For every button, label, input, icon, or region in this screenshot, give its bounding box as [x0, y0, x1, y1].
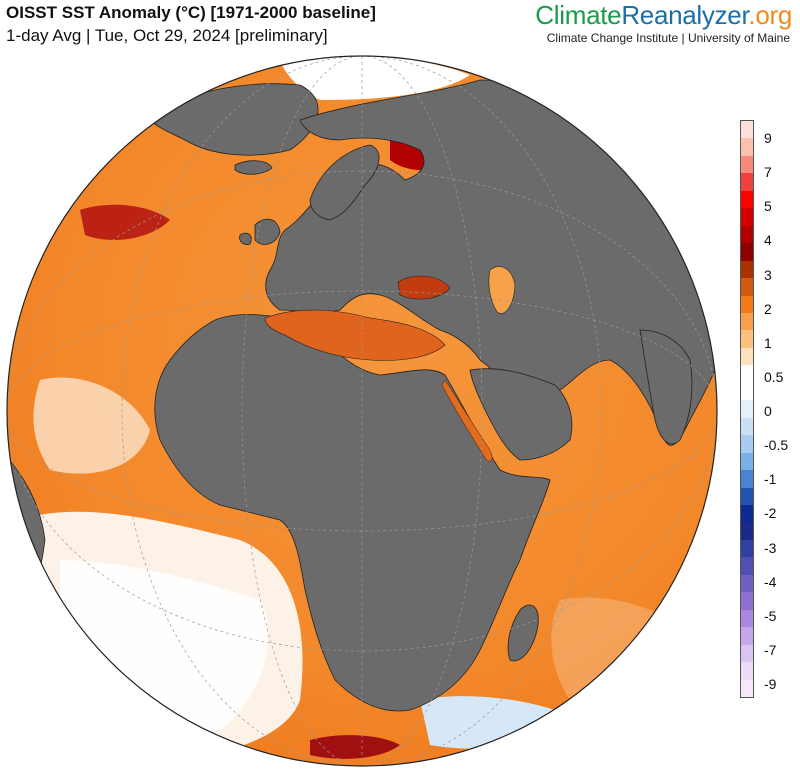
legend-tick-label: 1	[764, 334, 772, 351]
brand-part-org: .org	[748, 0, 792, 30]
brand-part-climate: Climate	[535, 0, 622, 30]
legend-swatch	[741, 312, 753, 331]
legend-tick-label: 0	[764, 403, 772, 419]
africa	[154, 314, 551, 712]
affiliation: Climate Change Institute | University of…	[546, 31, 790, 45]
legend-swatch	[741, 592, 753, 610]
legend-tick-label: 3	[764, 266, 772, 283]
arctic-ice	[280, 56, 470, 100]
legend-swatch	[741, 504, 753, 523]
legend-swatch	[741, 208, 753, 226]
legend-tick-label: -3	[764, 539, 777, 556]
legend-swatch	[741, 609, 753, 628]
arabia	[469, 368, 573, 461]
britain	[254, 218, 281, 245]
ireland	[239, 232, 252, 245]
mediterranean-sea	[264, 309, 446, 361]
legend-swatch	[741, 522, 753, 540]
legend-swatch	[741, 417, 753, 436]
legend-swatch	[741, 260, 753, 279]
legend-tick-label: -0.5	[764, 437, 789, 454]
legend-tick-label: -7	[764, 641, 777, 658]
legend-tick-label: -4	[764, 573, 777, 590]
legend-tick-label: -5	[764, 607, 777, 624]
legend-swatch	[741, 644, 753, 663]
red-sea	[441, 379, 493, 462]
color-legend	[740, 120, 754, 698]
madagascar	[507, 604, 539, 662]
legend-swatch	[741, 679, 753, 697]
legend-swatch	[741, 627, 753, 645]
legend-swatch	[741, 121, 753, 139]
caspian-sea	[488, 266, 516, 314]
legend-swatch	[741, 435, 753, 453]
black-sea	[397, 275, 451, 300]
north-atlantic-hot	[80, 204, 170, 240]
legend-swatch	[741, 662, 753, 680]
map-subtitle: 1-day Avg | Tue, Oct 29, 2024 [prelimina…	[6, 26, 328, 45]
brand-logo[interactable]: ClimateReanalyzer.org	[535, 0, 792, 31]
legend-tick-label: 2	[764, 300, 772, 317]
legend-swatch	[741, 382, 753, 401]
legend-swatch	[741, 365, 753, 383]
legend-tick-label: 5	[764, 198, 772, 215]
legend-swatch	[741, 155, 753, 174]
legend-swatch	[741, 190, 753, 209]
legend-swatch	[741, 173, 753, 191]
globe-outline	[6, 55, 718, 767]
iceland	[234, 160, 273, 175]
legend-swatch	[741, 243, 753, 261]
legend-tick-label: -9	[764, 676, 777, 692]
legend-swatch	[741, 278, 753, 296]
graticule	[7, 56, 717, 766]
legend-swatch	[741, 330, 753, 348]
legend-swatch	[741, 557, 753, 575]
scandinavia	[309, 144, 380, 221]
india	[639, 329, 693, 445]
legend-swatch	[741, 539, 753, 558]
legend-tick-label: 4	[764, 232, 772, 249]
legend-tick-label: 0.5	[764, 368, 784, 385]
legend-tick-label: 7	[764, 164, 772, 181]
legend-swatch	[741, 470, 753, 488]
legend-swatch	[741, 347, 753, 366]
legend-swatch	[741, 138, 753, 156]
southern-hot	[310, 735, 400, 759]
legend-swatch	[741, 574, 753, 593]
legend-tick-label: -2	[764, 505, 777, 522]
legend-swatch	[741, 225, 753, 244]
legend-swatch	[741, 487, 753, 505]
greenland	[149, 83, 319, 156]
brand-part-reanalyzer: Reanalyzer	[621, 0, 749, 30]
legend-tick-label: 9	[764, 130, 772, 146]
indian-ocean-pale	[551, 597, 717, 708]
atlantic-pale-patch	[33, 377, 150, 474]
map-title: OISST SST Anomaly (°C) [1971-2000 baseli…	[6, 3, 376, 22]
legend-swatch	[741, 400, 753, 418]
legend-swatch	[741, 452, 753, 471]
legend-swatch	[741, 295, 753, 313]
legend-tick-label: -1	[764, 471, 777, 488]
